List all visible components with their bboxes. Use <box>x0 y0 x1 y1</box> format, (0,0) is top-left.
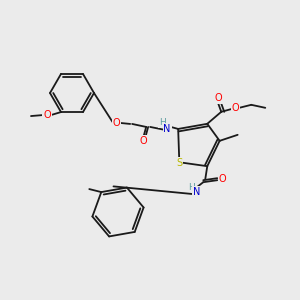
Text: O: O <box>43 110 51 120</box>
Text: O: O <box>218 174 226 184</box>
Text: N: N <box>193 187 200 197</box>
Text: O: O <box>232 103 239 113</box>
Text: O: O <box>140 136 147 146</box>
Text: O: O <box>214 93 222 103</box>
Text: S: S <box>176 158 182 168</box>
Text: H: H <box>188 183 195 192</box>
Text: H: H <box>159 118 166 127</box>
Text: O: O <box>112 118 120 128</box>
Text: N: N <box>164 124 171 134</box>
